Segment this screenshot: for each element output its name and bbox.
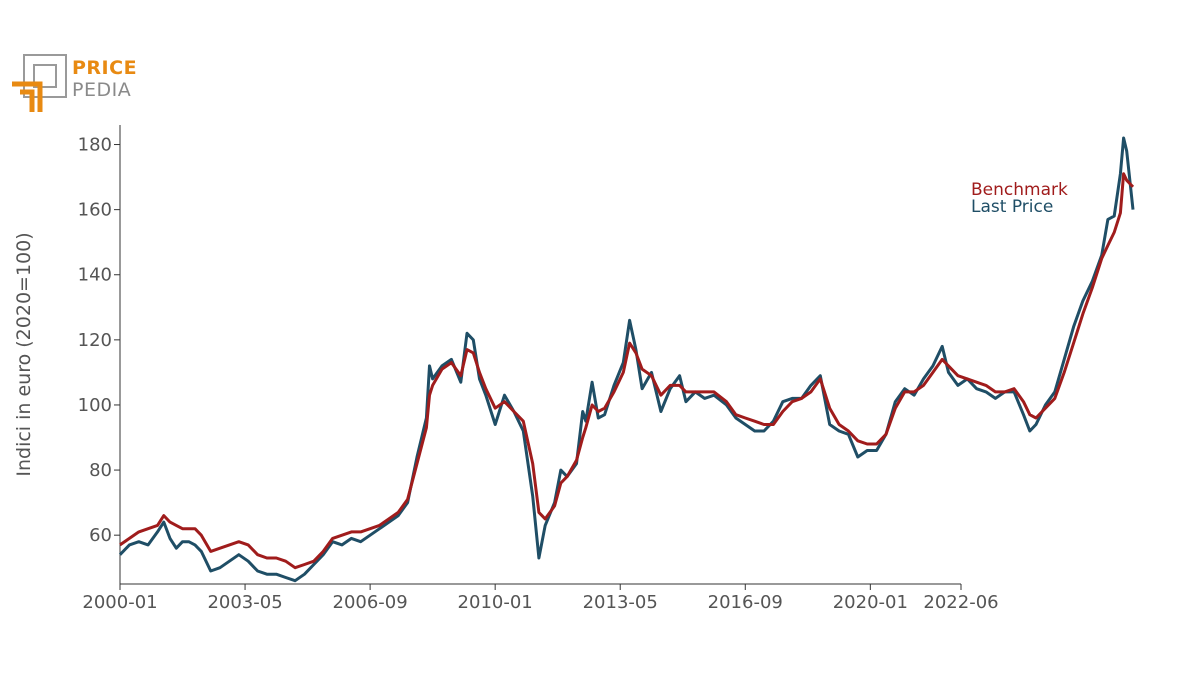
x-tick-label: 2010-01 <box>458 592 533 613</box>
y-tick-label: 140 <box>78 265 112 286</box>
x-tick-label: 2003-05 <box>207 592 282 613</box>
x-ticks: 2000-01 2003-05 2006-09 2010-01 2013-05 2016-… <box>82 584 999 613</box>
axes <box>119 125 961 585</box>
y-axis-title: Indici in euro (2020=100) <box>13 232 35 476</box>
x-tick-label: 2000-01 <box>82 592 157 613</box>
y-tick-label: 80 <box>89 460 112 481</box>
x-tick-label: 2016-09 <box>708 592 783 613</box>
legend-label-benchmark: Benchmark <box>971 180 1068 200</box>
logo-mark-icon <box>12 54 67 112</box>
y-tick-label: 180 <box>78 135 112 156</box>
y-tick-label: 120 <box>78 330 112 351</box>
series-line-benchmark <box>119 172 1135 570</box>
y-tick-label: 100 <box>78 395 112 416</box>
legend-label-last-price: Last Price <box>971 197 1053 217</box>
x-tick-label: 2006-09 <box>333 592 408 613</box>
x-tick-label: 2022-06 <box>923 592 998 613</box>
y-tick-label: 160 <box>78 200 112 221</box>
logo-word-top: PRICE <box>72 57 138 79</box>
y-ticks: 60 80 100 120 140 160 180 <box>78 135 120 546</box>
y-tick-label: 60 <box>89 525 112 546</box>
logo-word-bottom: PEDIA <box>72 79 132 101</box>
x-tick-label: 2020-01 <box>833 592 908 613</box>
series-layer <box>118 136 1135 583</box>
x-tick-label: 2013-05 <box>583 592 658 613</box>
pricepedia-logo: PRICE PEDIA <box>10 54 150 114</box>
